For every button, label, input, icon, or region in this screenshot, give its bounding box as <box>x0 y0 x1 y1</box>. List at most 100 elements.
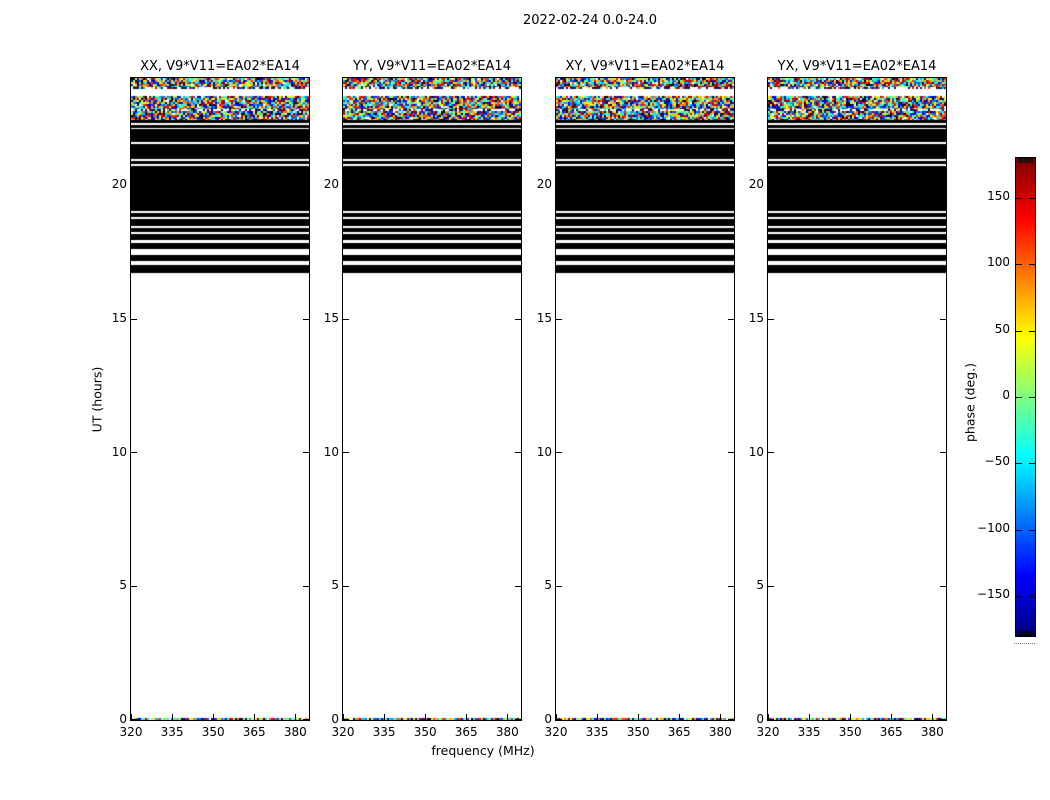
colorbar-tick-mark <box>1016 264 1022 265</box>
y-tick-mark <box>303 452 309 453</box>
y-tick-mark <box>515 452 521 453</box>
colorbar-tick-mark <box>1016 463 1022 464</box>
colorbar-tick-label: 100 <box>987 255 1010 269</box>
x-tick-mark <box>891 714 892 720</box>
x-tick-mark <box>597 714 598 720</box>
colorbar-tick-label: 0 <box>1002 388 1010 402</box>
x-tick-label: 320 <box>331 725 355 739</box>
y-tick-mark <box>131 719 137 720</box>
y-tick-mark <box>940 586 946 587</box>
heatmap-canvas <box>556 78 734 720</box>
colorbar-extend-marks <box>1014 643 1035 644</box>
y-tick-label: 0 <box>544 712 552 726</box>
y-tick-label: 10 <box>536 444 552 459</box>
y-tick-label: 15 <box>323 310 339 325</box>
y-tick-mark <box>728 452 734 453</box>
figure-title: 2022-02-24 0.0-24.0 <box>523 13 657 28</box>
y-tick-mark <box>303 719 309 720</box>
y-tick-mark <box>343 319 349 320</box>
y-tick-mark <box>940 719 946 720</box>
x-tick-label: 350 <box>838 725 862 739</box>
y-tick-mark <box>343 452 349 453</box>
x-tick-label: 320 <box>119 725 143 739</box>
x-tick-label: 335 <box>585 725 609 739</box>
colorbar-tick-mark <box>1029 596 1035 597</box>
panel-title: XY, V9*V11=EA02*EA14 <box>565 59 725 74</box>
y-tick-mark <box>768 452 774 453</box>
y-tick-label: 15 <box>748 310 764 325</box>
x-tick-label: 380 <box>920 725 944 739</box>
colorbar-tick-mark <box>1029 397 1035 398</box>
y-tick-mark <box>556 185 562 186</box>
y-tick-label: 20 <box>323 177 339 191</box>
colorbar-tick-mark <box>1016 596 1022 597</box>
x-tick-label: 335 <box>372 725 396 739</box>
y-tick-mark <box>768 719 774 720</box>
x-tick-label: 350 <box>413 725 437 739</box>
x-tick-label: 350 <box>626 725 650 739</box>
y-tick-mark <box>343 185 349 186</box>
y-tick-mark <box>556 452 562 453</box>
y-tick-label: 5 <box>544 578 552 593</box>
y-tick-label: 20 <box>536 177 552 191</box>
colorbar-canvas <box>1016 158 1035 636</box>
panel-title: XX, V9*V11=EA02*EA14 <box>140 59 300 74</box>
y-tick-mark <box>343 719 349 720</box>
x-tick-label: 380 <box>283 725 307 739</box>
y-tick-mark <box>515 185 521 186</box>
x-tick-label: 335 <box>797 725 821 739</box>
colorbar-tick-mark <box>1029 463 1035 464</box>
x-tick-mark <box>638 714 639 720</box>
colorbar-tick-mark <box>1016 397 1022 398</box>
y-tick-mark <box>728 185 734 186</box>
y-tick-mark <box>768 586 774 587</box>
x-tick-label: 320 <box>756 725 780 739</box>
y-tick-mark <box>131 452 137 453</box>
colorbar-label: phase (deg.) <box>962 363 978 442</box>
y-tick-mark <box>940 452 946 453</box>
heatmap-canvas <box>768 78 946 720</box>
colorbar-tick-mark <box>1016 331 1022 332</box>
y-tick-label: 15 <box>111 310 127 325</box>
y-tick-mark <box>556 319 562 320</box>
y-tick-mark <box>515 319 521 320</box>
y-tick-mark <box>728 586 734 587</box>
y-tick-label: 20 <box>748 177 764 191</box>
x-tick-mark <box>932 714 933 720</box>
x-axis-label: frequency (MHz) <box>431 743 535 758</box>
y-axis-label: UT (hours) <box>89 366 105 433</box>
y-tick-mark <box>131 586 137 587</box>
y-tick-label: 10 <box>748 444 764 459</box>
y-tick-mark <box>131 319 137 320</box>
x-tick-label: 380 <box>708 725 732 739</box>
y-tick-label: 0 <box>331 712 339 726</box>
colorbar-tick-mark <box>1029 198 1035 199</box>
colorbar-tick-label: 150 <box>987 189 1010 203</box>
x-tick-label: 320 <box>544 725 568 739</box>
heatmap-canvas <box>131 78 309 720</box>
y-tick-mark <box>515 719 521 720</box>
y-tick-mark <box>728 319 734 320</box>
heatmap-panel <box>130 77 310 721</box>
y-tick-label: 0 <box>119 712 127 726</box>
y-tick-mark <box>303 185 309 186</box>
y-tick-mark <box>515 586 521 587</box>
x-tick-mark <box>131 714 132 720</box>
x-tick-mark <box>720 714 721 720</box>
x-tick-mark <box>172 714 173 720</box>
y-tick-mark <box>303 586 309 587</box>
x-tick-label: 335 <box>160 725 184 739</box>
y-tick-label: 15 <box>536 310 552 325</box>
y-tick-label: 0 <box>756 712 764 726</box>
x-tick-mark <box>384 714 385 720</box>
x-tick-mark <box>466 714 467 720</box>
x-tick-mark <box>768 714 769 720</box>
colorbar-tick-mark <box>1029 530 1035 531</box>
heatmap-panel <box>342 77 522 721</box>
heatmap-panel <box>555 77 735 721</box>
x-tick-mark <box>254 714 255 720</box>
y-tick-mark <box>940 185 946 186</box>
y-tick-mark <box>728 719 734 720</box>
y-tick-label: 5 <box>331 578 339 593</box>
